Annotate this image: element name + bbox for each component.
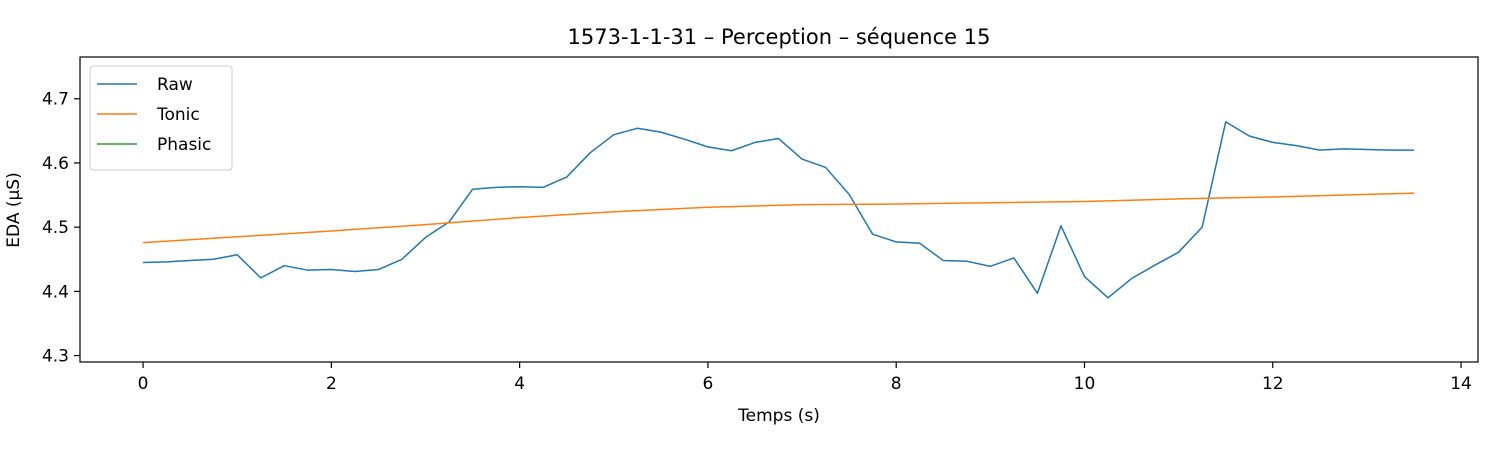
x-tick-label: 10 xyxy=(1074,374,1096,394)
chart-title: 1573-1-1-31 – Perception – séquence 15 xyxy=(568,25,991,49)
x-tick-label: 12 xyxy=(1262,374,1284,394)
series-line-tonic xyxy=(143,192,1415,244)
legend-label-phasic: Phasic xyxy=(157,135,211,155)
x-tick-label: 2 xyxy=(326,374,337,394)
legend: Raw Tonic Phasic xyxy=(89,65,233,171)
series-line-raw xyxy=(143,121,1414,299)
legend-label-tonic: Tonic xyxy=(156,105,200,125)
y-tick-label: 4.6 xyxy=(42,154,69,174)
plot-area xyxy=(143,121,1415,299)
y-tick-label: 4.7 xyxy=(42,90,69,110)
legend-label-raw: Raw xyxy=(157,75,193,95)
plot-frame xyxy=(79,56,1479,363)
y-tick-label: 4.5 xyxy=(42,218,69,238)
y-tick-label: 4.3 xyxy=(42,347,69,367)
x-tick-label: 6 xyxy=(703,374,714,394)
x-tick-label: 0 xyxy=(138,374,149,394)
y-tick-label: 4.4 xyxy=(42,282,69,302)
x-tick-label: 4 xyxy=(514,374,525,394)
x-tick-label: 14 xyxy=(1450,374,1472,394)
x-axis-label: Temps (s) xyxy=(737,406,820,426)
axes: 0 2 4 6 8 10 12 14 4.3 4.4 4.5 4.6 4.7 xyxy=(42,56,1479,394)
x-tick-label: 8 xyxy=(891,374,902,394)
y-axis-label: EDA (µS) xyxy=(4,172,24,247)
